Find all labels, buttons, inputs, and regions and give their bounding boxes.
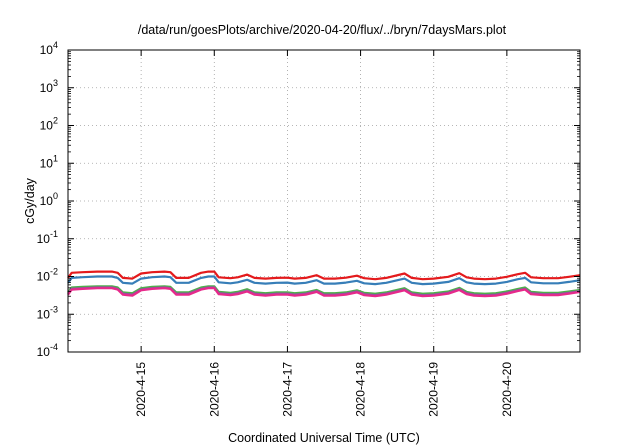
y-tick-label: 100 [40,191,58,208]
y-tick-label: 10-4 [37,342,58,359]
y-tick-label: 101 [40,153,58,170]
chart-title: /data/run/goesPlots/archive/2020-04-20/f… [138,23,507,37]
x-tick-label: 2020-4-20 [500,362,514,417]
y-axis: 10-4 10-3 10-2 10-1 100 101 102 103 104 [37,40,580,359]
x-tick-label: 2020-4-18 [354,362,368,417]
x-tick-label: 2020-4-15 [134,362,148,417]
series-line [67,275,581,286]
grid [68,50,580,352]
y-tick-label: 104 [40,40,58,57]
x-axis: 2020-4-15 2020-4-16 2020-4-17 2020-4-18 2020… [134,50,514,417]
y-tick-label: 103 [40,78,58,95]
y-axis-label: cGy/day [23,177,37,224]
series-group [67,270,581,298]
y-tick-label: 10-2 [37,267,58,284]
series-line [67,287,581,298]
y-tick-label: 102 [40,116,58,133]
series-line [67,285,581,295]
x-tick-label: 2020-4-17 [280,362,294,417]
y-tick-label: 10-3 [37,304,58,321]
x-tick-label: 2020-4-16 [207,362,221,417]
y-tick-label: 10-1 [37,229,58,246]
series-line [67,270,581,281]
x-axis-label: Coordinated Universal Time (UTC) [228,431,420,445]
x-tick-label: 2020-4-19 [427,362,441,417]
